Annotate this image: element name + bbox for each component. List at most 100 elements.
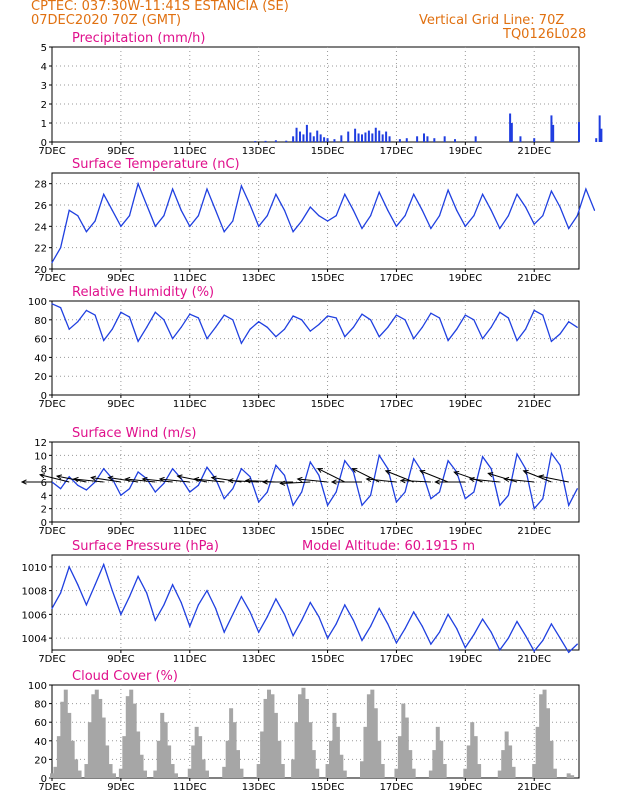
cloud-bar xyxy=(260,731,265,778)
y-tick-label: 0 xyxy=(41,518,47,529)
data-point xyxy=(68,566,70,568)
data-point xyxy=(275,336,277,338)
data-point xyxy=(309,461,311,463)
cloud-bar xyxy=(477,764,482,778)
data-point xyxy=(352,326,354,328)
cloud-bar xyxy=(339,754,344,778)
x-date-label: 21DEC xyxy=(517,146,551,157)
wind-arrow xyxy=(400,480,431,483)
x-date-label: 9DEC xyxy=(107,146,134,157)
y-tick-label: 20 xyxy=(34,755,47,766)
data-point xyxy=(77,584,79,586)
data-point xyxy=(128,215,131,217)
y-tick-label: 2 xyxy=(41,505,47,516)
data-point xyxy=(197,604,199,606)
data-point xyxy=(197,215,199,217)
data-point xyxy=(413,338,415,340)
wind-arrow xyxy=(488,472,518,483)
data-point xyxy=(301,319,303,321)
data-point xyxy=(326,504,329,506)
data-point xyxy=(60,592,62,594)
panel-title: Precipitation (mm/h) xyxy=(72,31,205,46)
cloud-bar xyxy=(325,764,330,778)
wind-arrow-head xyxy=(210,475,217,481)
data-point xyxy=(292,231,294,233)
data-point xyxy=(387,326,389,328)
plot-frame xyxy=(51,172,580,270)
data-point xyxy=(481,193,484,195)
data-point xyxy=(525,635,527,637)
x-date-label: 15DEC xyxy=(311,146,345,157)
cloud-bar xyxy=(201,759,206,778)
data-point xyxy=(361,227,363,230)
data-point xyxy=(275,598,277,600)
data-point xyxy=(215,209,217,211)
data-point xyxy=(387,468,389,470)
data-point xyxy=(525,468,527,470)
data-point xyxy=(550,190,553,192)
x-date-label: 21DEC xyxy=(517,399,551,410)
cloud-bar xyxy=(370,689,375,778)
x-date-label: 17DEC xyxy=(380,782,414,793)
cloud-bar xyxy=(232,722,237,778)
cloud-bar xyxy=(280,764,285,778)
cloud-bar xyxy=(542,689,547,778)
cloud-bar xyxy=(394,768,399,778)
x-date-label: 15DEC xyxy=(311,526,345,537)
data-point xyxy=(378,191,380,193)
data-point xyxy=(516,339,518,342)
data-point xyxy=(438,491,441,493)
data-point xyxy=(542,498,544,500)
wind-arrow-head xyxy=(453,471,460,476)
data-point xyxy=(103,563,105,566)
y-tick-label: 5 xyxy=(41,43,47,54)
data-point xyxy=(576,643,578,645)
data-point xyxy=(266,616,268,618)
cloud-bar xyxy=(91,694,96,778)
wind-arrow xyxy=(228,480,259,483)
data-point xyxy=(585,188,587,190)
data-point xyxy=(301,220,303,222)
cloud-bar xyxy=(304,698,309,778)
data-point xyxy=(395,642,398,644)
cloud-bar xyxy=(129,689,134,778)
data-point xyxy=(163,319,165,321)
cloud-bar xyxy=(67,712,72,778)
data-point xyxy=(249,204,251,206)
wind-arrow-head xyxy=(107,475,114,481)
data-point xyxy=(456,209,458,211)
cloud-bar xyxy=(332,712,337,778)
cloud-bar xyxy=(98,698,103,778)
y-tick-label: 12 xyxy=(34,438,47,449)
wind-arrow-head xyxy=(296,476,303,483)
precip-bar xyxy=(364,132,367,142)
cloud-bar xyxy=(329,740,333,778)
data-point xyxy=(352,619,354,621)
data-point xyxy=(51,303,53,305)
data-point xyxy=(447,460,449,462)
data-point xyxy=(51,262,53,264)
x-date-label: 15DEC xyxy=(311,654,345,665)
cloud-bar xyxy=(401,703,406,778)
wind-arrow-head xyxy=(316,468,323,473)
cloud-bar xyxy=(53,766,58,778)
data-point xyxy=(111,209,113,211)
x-date-label: 9DEC xyxy=(107,654,134,665)
data-point xyxy=(559,206,561,208)
code-label: TQ0126L028 xyxy=(503,27,587,42)
data-point xyxy=(128,595,131,598)
data-point xyxy=(309,330,311,332)
data-point xyxy=(430,227,432,230)
precip-bar xyxy=(357,133,360,142)
precip-bar xyxy=(595,138,598,142)
precip-bar xyxy=(578,122,580,142)
cloud-bar xyxy=(470,722,475,778)
data-point xyxy=(361,313,363,315)
data-point xyxy=(111,590,113,592)
x-date-label: 17DEC xyxy=(380,146,414,157)
precip-bar xyxy=(533,138,536,142)
data-point xyxy=(103,193,105,195)
cloud-bar xyxy=(174,773,178,778)
y-tick-label: 4 xyxy=(41,491,47,502)
